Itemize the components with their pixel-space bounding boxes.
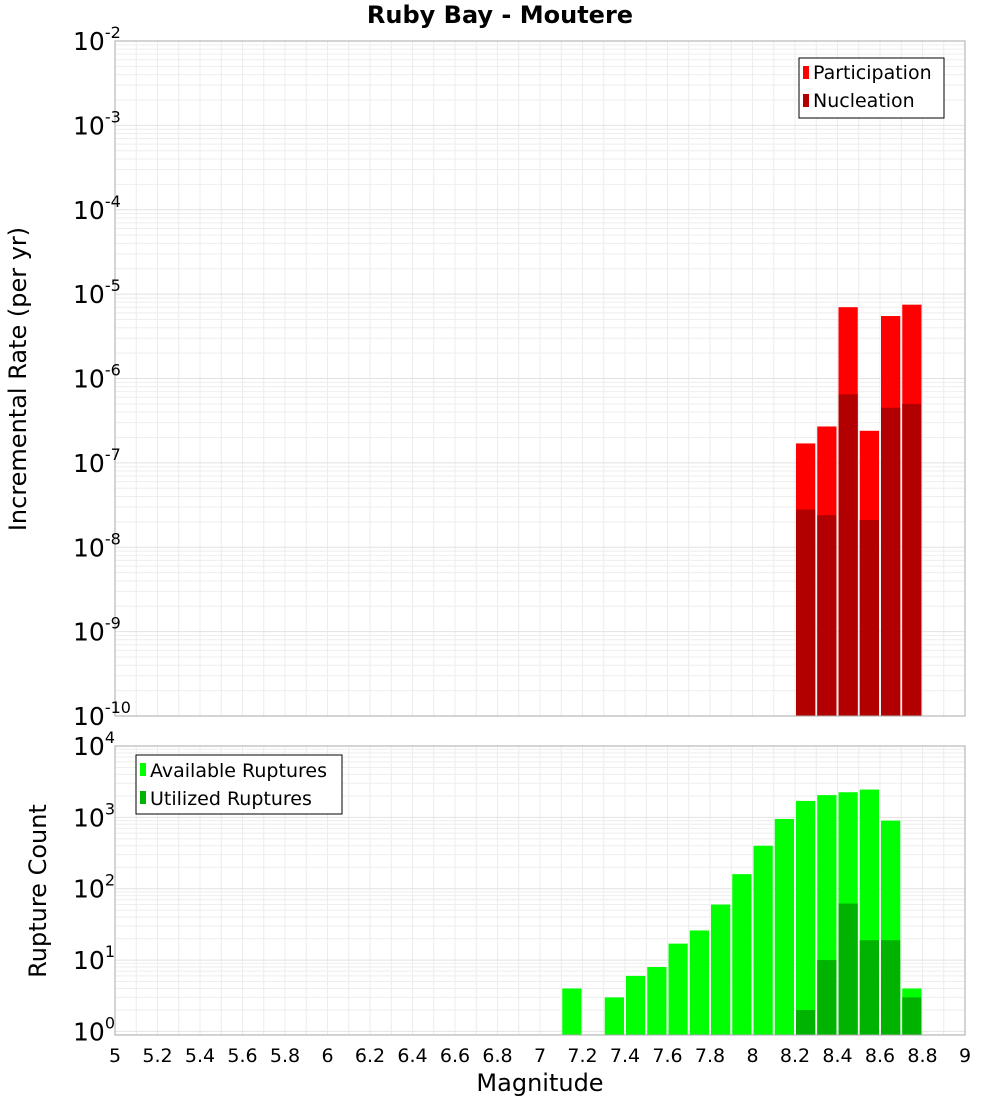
rate-bar-nucleation	[817, 515, 837, 716]
count-bar-available-ruptures	[604, 997, 624, 1035]
count-panel: 104 103 102 101 100 5 5.2 5.4 5.6 5.8 6 6.2 6.4 6.6 6…	[24, 728, 971, 1097]
count-bar-available-ruptures	[562, 988, 582, 1035]
rate-y-tick-label: 10-3	[73, 107, 121, 140]
count-bar-utilized-ruptures	[796, 1009, 816, 1035]
x-tick-label: 7.8	[695, 1045, 725, 1067]
x-tick-label: 5.4	[185, 1045, 215, 1067]
rate-y-axis-label: Incremental Rate (per yr)	[4, 227, 32, 531]
x-tick-label: 8.2	[780, 1045, 810, 1067]
x-tick-label: 7.2	[567, 1045, 597, 1067]
count-bar-available-ruptures	[668, 943, 688, 1035]
count-y-axis-label: Rupture Count	[24, 804, 52, 978]
rate-bar-nucleation	[796, 509, 816, 716]
count-y-tick-label: 100	[73, 1013, 115, 1046]
participation-legend-swatch	[803, 66, 809, 79]
x-tick-label: 6.6	[440, 1045, 470, 1067]
rate-bar-nucleation	[838, 394, 858, 716]
nucleation-legend-label: Nucleation	[813, 90, 915, 112]
count-x-ticks: 5 5.2 5.4 5.6 5.8 6 6.2 6.4 6.6 6.8 7 7.2 7.4 7.6 7.8 8…	[109, 1045, 971, 1067]
rate-plot-frame	[114, 40, 966, 717]
x-tick-label: 8.4	[822, 1045, 852, 1067]
count-bar-utilized-ruptures	[881, 940, 901, 1035]
nucleation-legend-swatch	[803, 94, 809, 107]
count-y-tick-label: 103	[73, 799, 115, 832]
x-tick-label: 6.2	[355, 1045, 385, 1067]
x-tick-label: 6.4	[397, 1045, 427, 1067]
utilized-legend-swatch	[140, 791, 146, 804]
rate-bars	[796, 304, 922, 716]
count-plot-frame	[114, 745, 966, 1036]
count-bar-available-ruptures	[626, 975, 646, 1035]
x-tick-label: 8.6	[865, 1045, 895, 1067]
x-tick-label: 5.8	[270, 1045, 300, 1067]
count-bar-available-ruptures	[711, 904, 731, 1035]
rate-y-tick-label: 10-2	[73, 23, 121, 56]
participation-legend-label: Participation	[813, 62, 932, 84]
x-tick-label: 7	[534, 1045, 546, 1067]
available-legend-label: Available Ruptures	[150, 760, 327, 782]
rate-legend: Participation Nucleation	[798, 57, 945, 119]
rate-panel: 10-2 10-3 10-4 10-5 10-6 10-7 10-8 10-9 10-10 In…	[4, 23, 966, 731]
rate-bar-nucleation	[881, 407, 901, 716]
rate-y-tick-label: 10-6	[73, 361, 121, 394]
count-y-tick-label: 101	[73, 942, 115, 975]
rate-bar-nucleation	[859, 520, 879, 716]
count-y-ticks: 104 103 102 101 100	[73, 728, 115, 1046]
count-legend-box	[135, 754, 343, 815]
count-y-tick-label: 104	[73, 728, 115, 761]
rate-y-tick-label: 10-5	[73, 276, 121, 309]
x-tick-label: 6	[321, 1045, 333, 1067]
x-tick-label: 8	[746, 1045, 758, 1067]
rate-bar-nucleation	[902, 403, 922, 716]
count-bar-utilized-ruptures	[902, 997, 922, 1035]
count-bar-utilized-ruptures	[817, 960, 837, 1035]
rate-y-tick-label: 10-10	[73, 698, 131, 731]
rate-y-tick-label: 10-8	[73, 529, 121, 562]
count-bar-utilized-ruptures	[838, 903, 858, 1035]
rate-y-tick-label: 10-9	[73, 614, 121, 647]
x-tick-label: 7.6	[652, 1045, 682, 1067]
x-tick-label: 7.4	[610, 1045, 640, 1067]
x-tick-label: 5.2	[142, 1045, 172, 1067]
x-axis-label: Magnitude	[476, 1069, 603, 1097]
count-bar-available-ruptures	[732, 874, 752, 1035]
x-tick-label: 5	[109, 1045, 121, 1067]
x-tick-label: 5.6	[227, 1045, 257, 1067]
count-bar-available-ruptures	[796, 800, 816, 1035]
count-bar-utilized-ruptures	[859, 940, 879, 1035]
count-bar-available-ruptures	[753, 845, 773, 1035]
utilized-legend-label: Utilized Ruptures	[150, 788, 312, 810]
count-bars	[562, 789, 922, 1035]
x-tick-label: 9	[959, 1045, 971, 1067]
rate-legend-box	[798, 57, 945, 119]
rate-y-ticks: 10-2 10-3 10-4 10-5 10-6 10-7 10-8 10-9 10-10	[73, 23, 131, 731]
count-bar-available-ruptures	[774, 818, 794, 1035]
rate-y-tick-label: 10-7	[73, 445, 121, 478]
count-bar-available-ruptures	[647, 966, 667, 1035]
x-tick-label: 6.8	[482, 1045, 512, 1067]
rate-grid	[114, 41, 966, 717]
chart-title: Ruby Bay - Moutere	[367, 1, 633, 29]
count-y-tick-label: 102	[73, 871, 115, 904]
x-tick-label: 8.8	[907, 1045, 937, 1067]
available-legend-swatch	[140, 763, 146, 776]
count-bar-available-ruptures	[689, 930, 709, 1035]
count-legend: Available Ruptures Utilized Ruptures	[135, 754, 343, 815]
rate-y-tick-label: 10-4	[73, 192, 121, 225]
